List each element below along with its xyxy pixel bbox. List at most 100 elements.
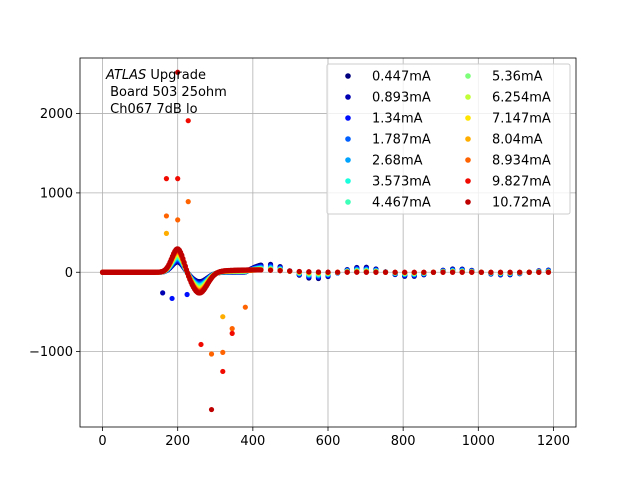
point bbox=[536, 269, 542, 275]
x-tick-label: 600 bbox=[316, 434, 341, 449]
point-outlier bbox=[185, 118, 191, 124]
annotation-upgrade: Upgrade bbox=[146, 68, 206, 83]
point-outlier bbox=[175, 176, 181, 182]
point-outlier bbox=[169, 295, 175, 302]
legend-marker bbox=[465, 73, 471, 79]
point bbox=[411, 269, 417, 275]
point bbox=[421, 269, 427, 275]
point-outlier bbox=[220, 314, 226, 320]
point bbox=[344, 269, 350, 275]
legend-marker bbox=[345, 199, 351, 205]
x-tick-label: 0 bbox=[98, 434, 106, 449]
point bbox=[469, 269, 475, 275]
legend-item: 10.72mA bbox=[465, 196, 551, 211]
point bbox=[363, 269, 369, 275]
legend-label: 1.787mA bbox=[372, 133, 431, 148]
legend-item: 3.573mA bbox=[345, 175, 431, 190]
point-outlier bbox=[163, 213, 170, 219]
point-outlier bbox=[220, 368, 226, 375]
legend-marker bbox=[345, 94, 351, 100]
legend-label: 3.573mA bbox=[372, 175, 431, 190]
y-tick-label: −1000 bbox=[29, 345, 73, 360]
legend-item: 2.68mA bbox=[345, 154, 423, 169]
legend-label: 7.147mA bbox=[492, 112, 551, 127]
legend-label: 9.827mA bbox=[492, 175, 551, 190]
legend-marker bbox=[465, 199, 471, 205]
axis-ticks: 0 200 400 600 800 1000 1200 −1000 0 1000 2000 bbox=[29, 107, 570, 449]
legend-marker bbox=[345, 178, 351, 184]
point-outlier bbox=[185, 199, 191, 205]
legend-item: 8.04mA bbox=[465, 133, 543, 148]
point bbox=[526, 269, 532, 275]
legend: 0.447mA 0.893mA 1.34mA 1.787mA 2.68mA 3.573mA… bbox=[326, 63, 571, 215]
point bbox=[488, 269, 494, 275]
annotation-atlas: ATLAS bbox=[105, 68, 146, 83]
point bbox=[306, 269, 312, 275]
point-outlier bbox=[163, 176, 170, 182]
point bbox=[402, 269, 408, 275]
legend-item: 7.147mA bbox=[465, 112, 551, 127]
point bbox=[440, 269, 446, 275]
legend-label: 5.36mA bbox=[492, 70, 543, 85]
x-tick-label: 200 bbox=[165, 434, 190, 449]
legend-item: 4.467mA bbox=[345, 196, 431, 211]
legend-box bbox=[326, 63, 571, 215]
y-tick-label: 2000 bbox=[40, 107, 73, 122]
point bbox=[287, 268, 293, 274]
point bbox=[296, 268, 302, 275]
legend-marker bbox=[345, 136, 351, 142]
legend-label: 8.04mA bbox=[492, 133, 543, 148]
point-outlier bbox=[184, 291, 190, 298]
legend-item: 8.934mA bbox=[465, 154, 551, 169]
legend-marker bbox=[465, 94, 471, 100]
point-outlier bbox=[220, 349, 226, 356]
point bbox=[517, 269, 523, 275]
legend-item: 6.254mA bbox=[465, 91, 551, 106]
series-10.72mA bbox=[99, 246, 552, 296]
point bbox=[478, 269, 484, 275]
legend-item: 1.787mA bbox=[345, 133, 431, 148]
point-outlier bbox=[208, 406, 215, 413]
point bbox=[459, 269, 465, 275]
annotation-line-1: ATLAS Upgrade bbox=[105, 68, 206, 83]
data-points bbox=[99, 69, 552, 413]
point-outlier bbox=[208, 351, 215, 357]
legend-marker bbox=[345, 157, 351, 163]
point bbox=[325, 269, 331, 275]
legend-marker bbox=[465, 157, 471, 163]
point-outlier bbox=[229, 326, 235, 332]
y-tick-label: 0 bbox=[65, 266, 73, 281]
annotation-line-2: Board 503 25ohm bbox=[106, 85, 227, 100]
annotation-line-3: Ch067 7dB lo bbox=[106, 102, 198, 117]
legend-label: 8.934mA bbox=[492, 154, 551, 169]
point bbox=[382, 269, 389, 275]
legend-label: 10.72mA bbox=[492, 196, 551, 211]
legend-item: 0.893mA bbox=[345, 91, 431, 106]
point-outlier bbox=[175, 69, 181, 75]
point bbox=[497, 269, 504, 275]
point-outlier bbox=[198, 341, 204, 348]
point bbox=[335, 269, 341, 275]
point bbox=[507, 269, 513, 275]
point-outlier bbox=[175, 217, 181, 223]
y-tick-label: 1000 bbox=[40, 186, 73, 201]
x-tick-label: 1200 bbox=[537, 434, 570, 449]
point bbox=[277, 267, 283, 274]
point bbox=[373, 269, 379, 275]
legend-label: 4.467mA bbox=[372, 196, 431, 211]
legend-marker bbox=[465, 136, 471, 142]
legend-label: 1.34mA bbox=[372, 112, 423, 127]
point bbox=[392, 269, 398, 275]
x-tick-label: 1000 bbox=[462, 434, 495, 449]
legend-marker bbox=[345, 115, 351, 121]
point bbox=[430, 269, 437, 275]
legend-item: 5.36mA bbox=[465, 70, 543, 85]
point bbox=[258, 267, 264, 273]
legend-item: 0.447mA bbox=[345, 70, 431, 85]
legend-label: 6.254mA bbox=[492, 91, 551, 106]
point bbox=[545, 269, 552, 275]
point-outlier bbox=[242, 304, 248, 310]
legend-label: 0.447mA bbox=[372, 70, 431, 85]
legend-item: 9.827mA bbox=[465, 175, 551, 190]
